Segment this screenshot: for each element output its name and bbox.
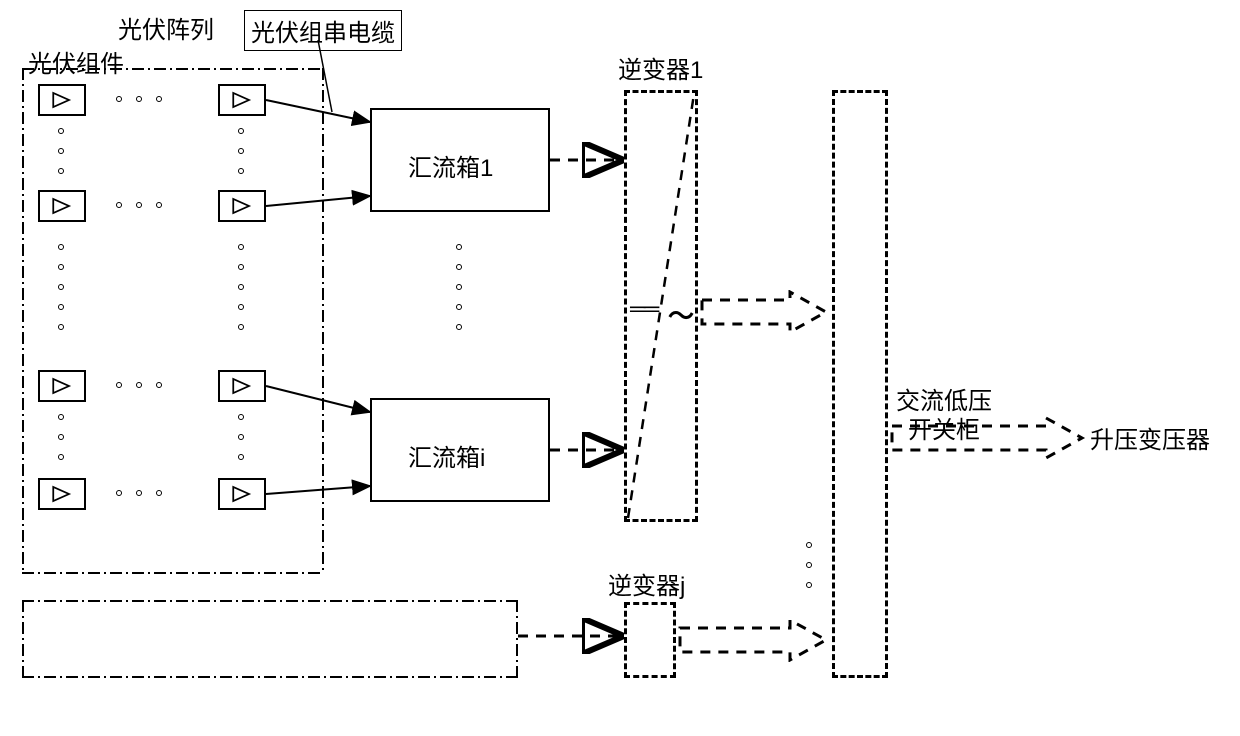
switchgear-line1: 交流低压 [896, 388, 992, 415]
ellipsis-dots [238, 244, 244, 330]
ellipsis-dots [116, 202, 162, 208]
pv-module [218, 370, 266, 402]
dc-symbol: ══ [630, 296, 657, 322]
ellipsis-dots [116, 382, 162, 388]
pv-module [38, 84, 86, 116]
ellipsis-dots [58, 244, 64, 330]
ellipsis-dots [58, 128, 64, 174]
ellipsis-dots [116, 490, 162, 496]
ellipsis-dots [116, 96, 162, 102]
block-arrow-inv1-switch [700, 290, 830, 334]
label-inverter1: 逆变器1 [618, 50, 703, 85]
pv-array-container-2 [22, 600, 518, 678]
label-inverter-j: 逆变器j [608, 566, 685, 601]
block-arrow-switch-xfmr [890, 416, 1086, 460]
ellipsis-dots [806, 542, 812, 588]
ellipsis-dots [456, 244, 462, 330]
pv-module [218, 478, 266, 510]
label-pv-array: 光伏阵列 [118, 10, 214, 45]
ellipsis-dots [238, 414, 244, 460]
ellipsis-dots [58, 414, 64, 460]
ellipsis-dots [238, 128, 244, 174]
switchgear-box [832, 90, 888, 678]
inverter-j-box [624, 602, 676, 678]
label-pv-string-cable: 光伏组串电缆 [244, 10, 402, 51]
combiner-i-label: 汇流箱i [408, 438, 485, 473]
combiner-1-label: 汇流箱1 [408, 148, 493, 183]
pv-module [218, 190, 266, 222]
pv-module [38, 478, 86, 510]
pv-module [218, 84, 266, 116]
block-arrow-invj-switch [678, 618, 830, 662]
pv-module [38, 190, 86, 222]
label-stepup-transformer: 升压变压器 [1090, 420, 1210, 455]
pv-module [38, 370, 86, 402]
ac-symbol: ～ [668, 296, 694, 333]
